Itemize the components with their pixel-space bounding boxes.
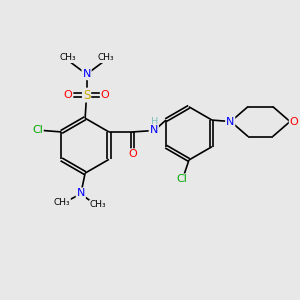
Text: N: N <box>226 116 234 127</box>
Text: Cl: Cl <box>32 125 43 135</box>
Text: N: N <box>76 188 85 198</box>
Text: O: O <box>129 149 138 159</box>
Text: S: S <box>83 88 90 102</box>
Text: CH₃: CH₃ <box>59 53 76 62</box>
Text: Cl: Cl <box>177 174 188 184</box>
Text: CH₃: CH₃ <box>90 200 106 209</box>
Text: O: O <box>290 116 298 127</box>
Text: N: N <box>82 69 91 79</box>
Text: N: N <box>149 125 158 135</box>
Text: CH₃: CH₃ <box>97 53 114 62</box>
Text: O: O <box>64 90 73 100</box>
Text: H: H <box>151 117 158 127</box>
Text: O: O <box>101 90 110 100</box>
Text: CH₃: CH₃ <box>53 198 70 207</box>
